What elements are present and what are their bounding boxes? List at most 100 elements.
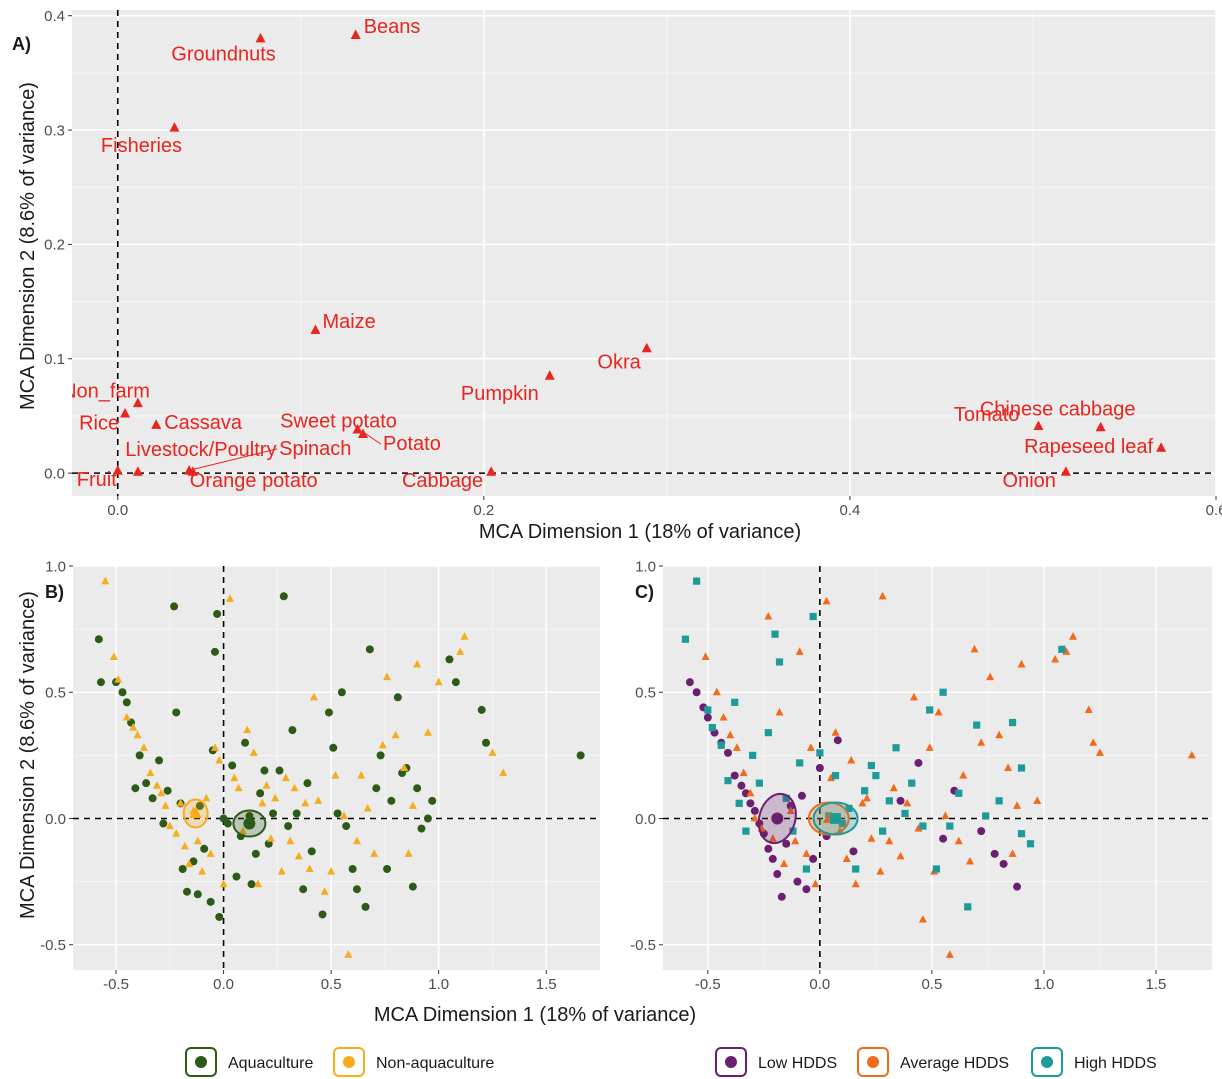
- data-point: [210, 743, 219, 751]
- data-point: [782, 794, 790, 802]
- data-point: [861, 787, 869, 795]
- data-point: [393, 693, 402, 702]
- data-point: [327, 866, 336, 875]
- data-point: [926, 706, 934, 714]
- data-point: [879, 827, 887, 835]
- point-label: Orange potato: [190, 470, 318, 492]
- data-point: [241, 738, 250, 747]
- point-label: Onion: [1003, 470, 1056, 492]
- data-point: [172, 708, 181, 717]
- data-point: [279, 592, 288, 601]
- data-point: [1017, 764, 1026, 772]
- data-point: [176, 798, 185, 807]
- data-point: [939, 688, 947, 696]
- data-point: [303, 779, 312, 788]
- point-sweet-potato: [352, 423, 363, 434]
- data-point: [1004, 763, 1013, 772]
- data-point: [445, 655, 454, 664]
- point-rapeseed-leaf: [1156, 442, 1167, 452]
- x-tick-label: 0.0: [213, 976, 234, 993]
- data-point: [400, 763, 409, 772]
- point-label: Maize: [322, 311, 375, 333]
- data-point: [344, 950, 353, 958]
- point-label: Pumpkin: [461, 383, 539, 405]
- point-label: Groundnuts: [171, 44, 276, 66]
- data-point: [320, 887, 329, 895]
- data-point: [281, 773, 290, 782]
- data-point: [811, 879, 820, 888]
- data-point: [918, 914, 927, 923]
- data-point: [780, 859, 789, 867]
- data-point: [914, 824, 923, 832]
- data-point: [851, 879, 860, 888]
- data-point: [477, 705, 486, 714]
- data-point: [423, 814, 432, 823]
- data-point: [135, 751, 144, 760]
- data-point: [701, 652, 710, 660]
- legend-label: High HDDS: [1074, 1055, 1157, 1072]
- data-point: [681, 635, 690, 643]
- point-cabbage: [486, 466, 497, 476]
- data-point: [206, 897, 215, 906]
- x-tick-label: 0.0: [107, 502, 128, 519]
- data-point: [294, 851, 303, 860]
- data-point: [796, 759, 804, 767]
- data-point: [352, 836, 361, 845]
- data-point: [896, 796, 905, 805]
- y-tick-label: 0.5: [45, 685, 66, 702]
- data-point: [822, 596, 831, 605]
- data-point: [965, 856, 974, 865]
- y-tick-label: 1.0: [45, 558, 66, 575]
- data-point: [193, 890, 202, 899]
- data-point: [712, 687, 721, 696]
- legend-swatch: [867, 1056, 879, 1068]
- data-point: [954, 836, 963, 845]
- data-point: [1058, 645, 1066, 653]
- data-point: [576, 751, 585, 760]
- data-point: [269, 809, 278, 818]
- point-tomato: [1033, 420, 1044, 431]
- data-point: [939, 834, 948, 843]
- data-point: [809, 612, 817, 621]
- data-point: [200, 844, 209, 853]
- data-point: [170, 602, 179, 611]
- data-point: [878, 591, 887, 600]
- data-point: [797, 791, 806, 800]
- data-point: [802, 849, 811, 857]
- y-tick-label: -0.5: [630, 937, 656, 954]
- data-point: [142, 779, 151, 788]
- data-point: [361, 902, 370, 911]
- data-point: [724, 777, 732, 785]
- data-point: [198, 866, 207, 875]
- data-point: [932, 865, 940, 873]
- data-point: [771, 630, 779, 638]
- point-label: Okra: [597, 351, 641, 373]
- data-point: [995, 797, 1003, 805]
- data-point: [970, 644, 979, 653]
- data-point: [934, 707, 943, 716]
- y-tick-label: 0.4: [44, 8, 65, 25]
- data-point: [908, 779, 916, 787]
- x-tick-label: 0.5: [921, 976, 942, 993]
- point-groundnuts: [255, 32, 266, 43]
- data-point: [885, 797, 893, 805]
- data-point: [1084, 705, 1093, 713]
- data-point: [251, 849, 260, 858]
- data-point: [213, 609, 222, 618]
- data-point: [365, 645, 374, 654]
- point-fisheries: [169, 122, 180, 132]
- data-point: [348, 865, 357, 873]
- data-point: [723, 748, 732, 757]
- data-point: [742, 827, 750, 835]
- data-point: [990, 849, 999, 858]
- data-point: [223, 819, 232, 828]
- data-point: [284, 822, 293, 831]
- data-point: [460, 632, 469, 640]
- data-point: [383, 672, 392, 681]
- data-point: [413, 784, 422, 793]
- plot-data: [663, 566, 1212, 970]
- data-point: [791, 836, 800, 845]
- point-cassava: [151, 419, 162, 429]
- group-centroid: [830, 813, 841, 824]
- data-point: [292, 809, 301, 818]
